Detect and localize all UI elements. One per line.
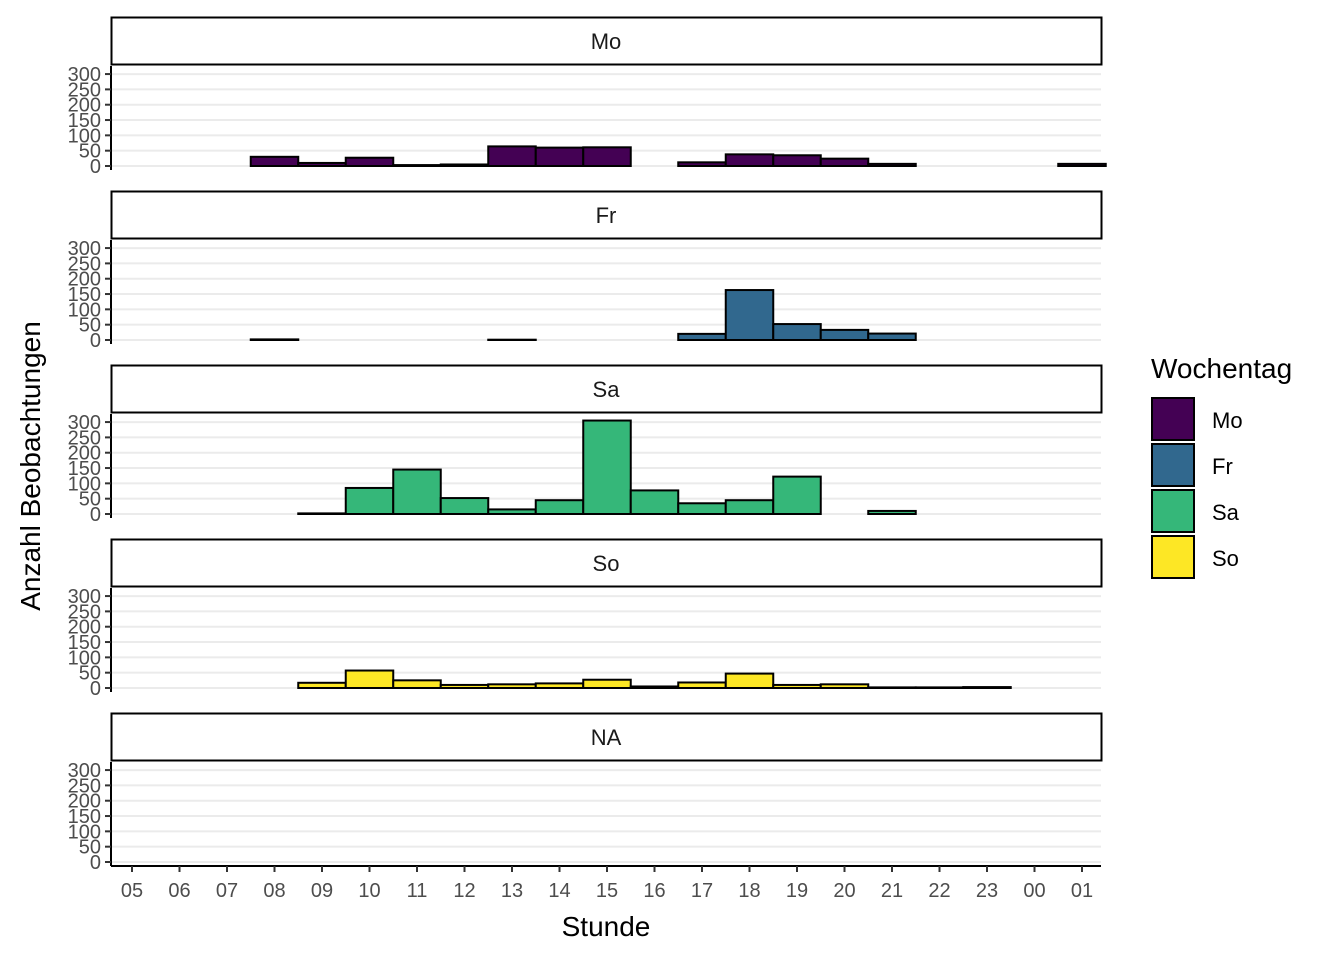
bar-fr-19: [821, 330, 869, 340]
y-axis-title: Anzahl Beobachtungen: [15, 321, 46, 611]
x-tick-label: 01: [1071, 880, 1093, 902]
x-axis-title: Stunde: [562, 911, 651, 942]
x-tick-label: 05: [121, 880, 143, 902]
x-tick-label: 08: [263, 880, 285, 902]
bar-mo-14: [583, 147, 631, 166]
bar-sa-16: [678, 503, 726, 514]
bar-mo-17: [726, 154, 774, 166]
legend: Wochentag Mo Fr Sa So: [1151, 353, 1292, 578]
x-tick-label: 16: [643, 880, 665, 902]
bar-mo-18: [773, 155, 821, 166]
bar-so-19: [821, 684, 869, 688]
legend-swatch-mo: [1152, 398, 1194, 440]
bar-so-22: [963, 687, 1011, 688]
bar-mo-12: [488, 146, 536, 166]
bar-so-17: [726, 674, 774, 688]
bar-so-21: [916, 687, 964, 688]
bar-mo-20: [868, 164, 916, 166]
bar-sa-12: [488, 509, 536, 514]
y-tick-label: 300: [68, 412, 101, 434]
facet-strip-label: So: [593, 551, 620, 576]
bar-sa-10: [393, 470, 441, 514]
x-tick-label: 22: [928, 880, 950, 902]
y-tick-label: 300: [68, 238, 101, 260]
bar-sa-13: [536, 500, 584, 514]
bar-so-20: [868, 687, 916, 688]
legend-label: So: [1212, 546, 1239, 571]
bar-mo-16: [678, 162, 726, 166]
bar-so-15: [631, 686, 679, 688]
x-tick-label: 14: [548, 880, 570, 902]
y-tick-label: 300: [68, 586, 101, 608]
bar-fr-18: [773, 324, 821, 340]
x-tick-label: 20: [833, 880, 855, 902]
legend-swatch-fr: [1152, 444, 1194, 486]
legend-label: Mo: [1212, 408, 1243, 433]
bar-sa-14: [583, 421, 631, 514]
facet-strip-label: Sa: [593, 377, 621, 402]
legend-swatch-so: [1152, 536, 1194, 578]
y-tick-label: 300: [68, 64, 101, 86]
bar-mo-00: [1058, 164, 1106, 166]
legend-title: Wochentag: [1151, 353, 1292, 384]
facet-strip-label: Mo: [591, 29, 622, 54]
x-tick-label: 12: [453, 880, 475, 902]
bar-so-09: [346, 671, 394, 688]
bar-sa-18: [773, 477, 821, 514]
x-tick-label: 17: [691, 880, 713, 902]
legend-label: Fr: [1212, 454, 1233, 479]
x-tick-label: 00: [1023, 880, 1045, 902]
bar-sa-09: [346, 488, 394, 514]
bar-fr-20: [868, 334, 916, 340]
bar-so-18: [773, 685, 821, 688]
bar-sa-20: [868, 511, 916, 514]
x-tick-label: 09: [311, 880, 333, 902]
bar-so-14: [583, 680, 631, 688]
x-tick-label: 11: [407, 880, 428, 902]
x-tick-label: 06: [168, 880, 190, 902]
facet-strip-label: NA: [591, 725, 622, 750]
bar-so-10: [393, 680, 441, 688]
x-tick-label: 23: [976, 880, 998, 902]
bar-mo-19: [821, 159, 869, 166]
bar-sa-08: [298, 513, 346, 514]
x-tick-label: 15: [596, 880, 618, 902]
bar-sa-17: [726, 500, 774, 514]
x-tick-label: 07: [216, 880, 238, 902]
bar-mo-10: [393, 165, 441, 166]
bar-so-08: [298, 683, 346, 688]
x-tick-label: 19: [786, 880, 808, 902]
bar-so-12: [488, 684, 536, 688]
bar-mo-07: [251, 157, 299, 166]
bar-so-16: [678, 682, 726, 688]
x-tick-label: 21: [881, 880, 903, 902]
x-tick-label: 18: [738, 880, 760, 902]
bar-sa-11: [441, 498, 489, 514]
bar-sa-15: [631, 490, 679, 514]
legend-swatch-sa: [1152, 490, 1194, 532]
legend-label: Sa: [1212, 500, 1240, 525]
bar-fr-07: [251, 339, 299, 340]
y-tick-label: 300: [68, 760, 101, 782]
facet-strip-label: Fr: [596, 203, 617, 228]
bar-mo-08: [298, 163, 346, 166]
bar-so-13: [536, 683, 584, 688]
bar-mo-11: [441, 164, 489, 166]
x-tick-label: 10: [358, 880, 380, 902]
bar-so-11: [441, 685, 489, 688]
bar-mo-09: [346, 158, 394, 166]
bar-mo-13: [536, 148, 584, 166]
bar-fr-17: [726, 290, 774, 340]
x-tick-label: 13: [501, 880, 523, 902]
bar-fr-16: [678, 334, 726, 340]
